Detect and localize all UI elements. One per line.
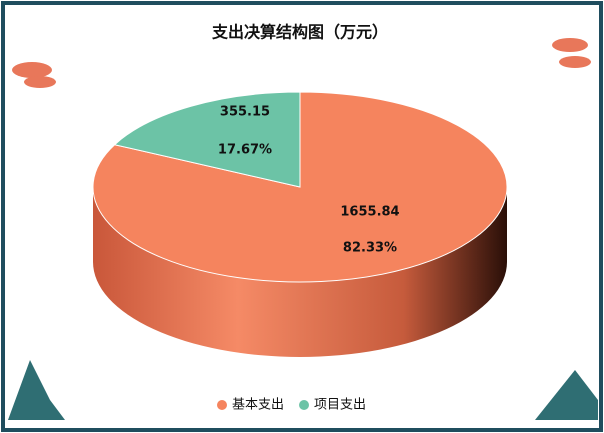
decoration (8, 38, 598, 420)
value-label: 355.15 (220, 105, 270, 120)
slice (113, 91, 301, 188)
chart-title: 支出决算结构图（万元） (211, 23, 388, 42)
percentage-label: 82.33% (343, 241, 397, 256)
slice-side (93, 187, 507, 357)
value-label: 1655.84 (340, 205, 399, 220)
legend-label: 基本支出 (232, 398, 284, 413)
percentage-label: 17.67% (218, 143, 272, 158)
slice (92, 91, 508, 283)
legend-marker (299, 400, 310, 410)
legend-marker (217, 400, 227, 410)
legend-label: 项目支出 (314, 398, 366, 413)
